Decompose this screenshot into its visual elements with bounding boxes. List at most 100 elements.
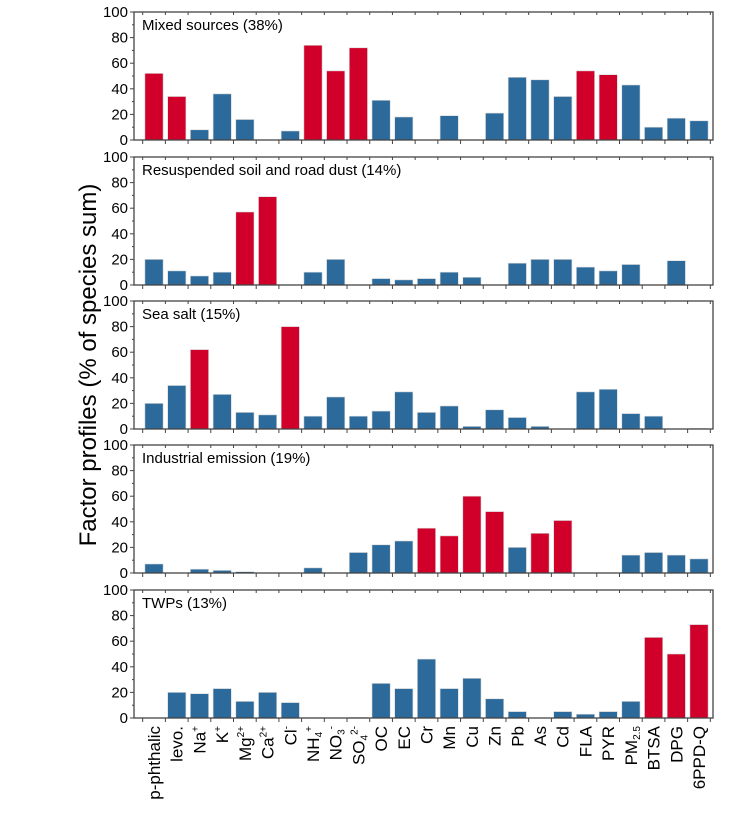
bar — [212, 688, 232, 719]
bar — [417, 658, 436, 719]
bar — [462, 677, 482, 719]
bar — [212, 394, 232, 430]
bar — [326, 259, 346, 286]
bar — [303, 271, 323, 286]
bar — [303, 415, 323, 430]
bar — [530, 259, 550, 286]
bar — [576, 391, 595, 430]
bar — [235, 119, 255, 141]
x-category-label: NO3- — [327, 726, 348, 760]
y-tick-label: 100 — [103, 437, 128, 454]
panel-title: Mixed sources (38%) — [142, 17, 283, 34]
x-category-label: As — [531, 726, 550, 746]
bar — [689, 120, 709, 141]
bar — [144, 259, 164, 286]
bar — [303, 44, 323, 141]
panel-4: 0 20 40 60 80 100 Industrial emission (19%) — [103, 437, 714, 582]
bar — [485, 112, 505, 141]
y-tick-label: 100 — [103, 149, 128, 166]
bar — [530, 79, 550, 141]
x-category-label: PM2.5 — [622, 726, 643, 766]
bar — [190, 349, 209, 430]
bar — [144, 403, 164, 430]
y-tick-label: 60 — [111, 488, 128, 505]
bar — [394, 540, 414, 574]
bar — [417, 527, 436, 574]
bar — [666, 554, 686, 574]
x-category-label: Cu — [463, 726, 482, 748]
bar — [235, 412, 255, 430]
y-tick-label: 40 — [111, 659, 128, 676]
bar — [144, 73, 164, 141]
bar — [235, 701, 255, 719]
x-category-label: Mg2+ — [236, 726, 255, 761]
y-tick-label: 80 — [111, 608, 128, 625]
x-category-label: Na+ — [190, 726, 209, 754]
bar — [348, 552, 368, 574]
bar — [439, 688, 459, 719]
bar — [507, 547, 527, 574]
x-category-label: K+ — [213, 726, 232, 743]
x-category-label: OC — [372, 726, 391, 752]
bar — [644, 415, 664, 430]
bar — [598, 388, 618, 430]
x-category-label: Pb — [508, 726, 527, 747]
bar — [394, 116, 414, 141]
bar — [553, 711, 573, 719]
x-category-label: Cd — [554, 726, 573, 748]
bar — [462, 495, 482, 574]
x-category-label: DPG — [667, 726, 686, 763]
bar — [507, 262, 527, 286]
bar — [371, 100, 391, 141]
bar — [167, 385, 187, 430]
bar — [621, 264, 641, 286]
bar — [394, 279, 414, 286]
y-tick-label: 80 — [111, 30, 128, 47]
y-tick-label: 0 — [120, 565, 128, 582]
bar — [576, 70, 595, 141]
bar — [462, 276, 482, 286]
bar — [485, 409, 505, 430]
panel-title: Resuspended soil and road dust (14%) — [142, 162, 401, 179]
bar — [644, 552, 664, 574]
panels-group: 0 20 40 60 80 100 Mixed sources (38%) 0 20 40 60 80… — [103, 4, 714, 727]
bar — [167, 692, 187, 719]
bar — [666, 117, 686, 141]
bar — [598, 711, 618, 719]
bar — [417, 278, 436, 286]
bar — [553, 520, 573, 574]
panel-1: 0 20 40 60 80 100 Mixed sources (38%) — [103, 4, 714, 149]
bar — [666, 653, 686, 719]
bar — [439, 115, 459, 141]
y-tick-label: 20 — [111, 106, 128, 123]
bar — [439, 405, 459, 430]
bar — [280, 326, 300, 430]
bar — [485, 511, 505, 574]
bar — [190, 275, 209, 286]
panel-title: Sea salt (15%) — [142, 306, 240, 323]
y-tick-label: 80 — [111, 463, 128, 480]
bar — [689, 624, 709, 719]
y-tick-label: 0 — [120, 277, 128, 294]
y-tick-label: 40 — [111, 81, 128, 98]
bar — [689, 558, 709, 574]
bar — [258, 414, 278, 430]
bar — [371, 410, 391, 430]
y-tick-label: 0 — [120, 132, 128, 149]
bar — [598, 270, 618, 286]
bar — [621, 84, 641, 141]
bar — [212, 93, 232, 141]
bar — [167, 270, 187, 286]
bar — [621, 413, 641, 430]
bar — [371, 544, 391, 574]
y-tick-label: 80 — [111, 319, 128, 336]
y-tick-label: 20 — [111, 251, 128, 268]
x-category-label: Cl- — [281, 726, 300, 745]
bar — [144, 563, 164, 574]
y-axis-label: Factor profiles (% of species sum) — [75, 184, 102, 547]
bar — [576, 266, 595, 286]
bar — [371, 683, 391, 719]
y-tick-label: 0 — [120, 421, 128, 438]
x-category-label: SO42- — [349, 726, 370, 765]
x-category-label: levo. — [168, 726, 187, 762]
